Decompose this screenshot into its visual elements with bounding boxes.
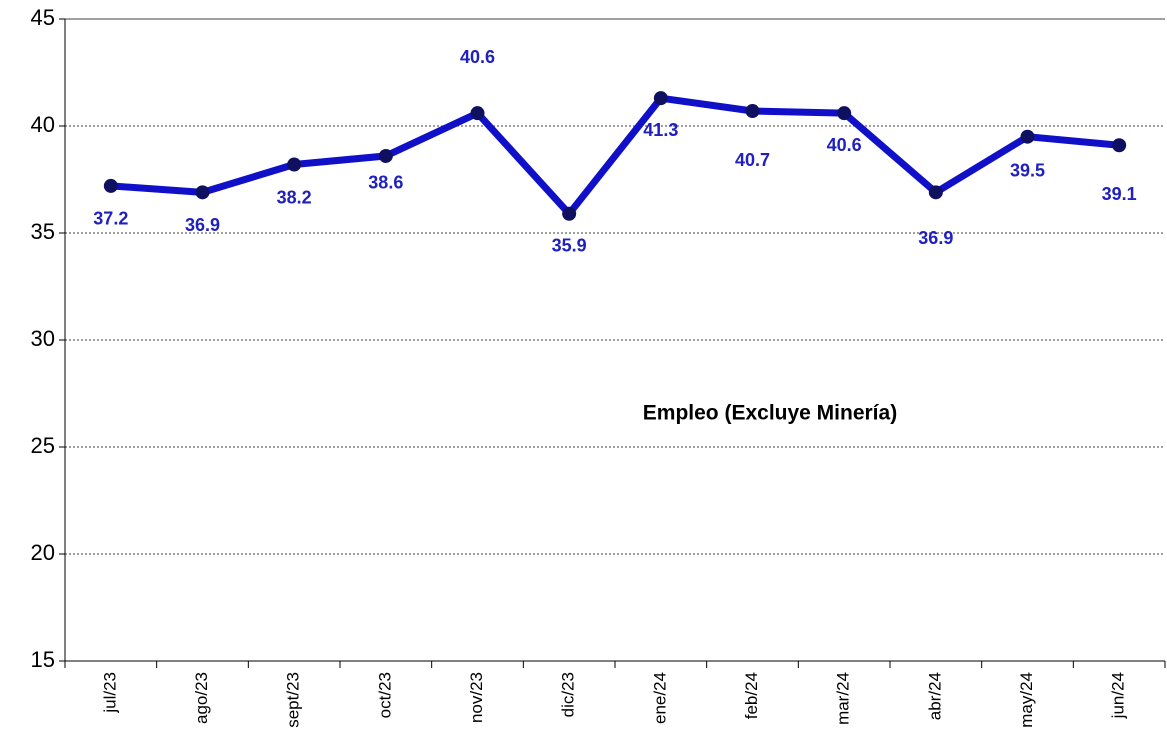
data-label: 35.9 xyxy=(552,235,587,255)
data-label: 36.9 xyxy=(185,215,220,235)
y-tick-label: 25 xyxy=(31,433,55,458)
point xyxy=(470,106,485,121)
data-label: 39.5 xyxy=(1010,160,1045,180)
x-tick-label: feb/24 xyxy=(742,672,761,719)
y-tick-label: 45 xyxy=(31,5,55,30)
y-tick-label: 35 xyxy=(31,219,55,244)
data-label: 40.7 xyxy=(735,150,770,170)
line xyxy=(110,94,1120,218)
x-tick-label: dic/23 xyxy=(559,672,578,717)
point xyxy=(1020,129,1035,144)
point xyxy=(378,148,393,163)
x-tick-label: mar/24 xyxy=(834,672,853,725)
y-tick-label: 20 xyxy=(31,540,55,565)
data-label: 40.6 xyxy=(460,47,495,67)
data-label: 37.2 xyxy=(93,209,128,229)
y-tick-label: 30 xyxy=(31,326,55,351)
point xyxy=(103,178,118,193)
y-tick-label: 40 xyxy=(31,112,55,137)
point xyxy=(287,157,302,172)
data-label: 40.6 xyxy=(827,135,862,155)
point xyxy=(195,185,210,200)
point xyxy=(837,106,852,121)
data-label: 39.1 xyxy=(1102,184,1137,204)
x-tick-label: abr/24 xyxy=(925,672,944,720)
point xyxy=(928,185,943,200)
x-tick-label: nov/23 xyxy=(467,672,486,723)
data-label: 38.2 xyxy=(277,187,312,207)
x-tick-label: oct/23 xyxy=(375,672,394,718)
x-tick-label: jun/24 xyxy=(1109,672,1128,719)
point xyxy=(1112,138,1127,153)
point xyxy=(562,206,577,221)
data-label: 36.9 xyxy=(918,228,953,248)
data-label: 38.6 xyxy=(368,173,403,193)
x-tick-label: jul/23 xyxy=(100,672,119,714)
x-tick-label: ago/23 xyxy=(192,672,211,724)
x-tick-label: may/24 xyxy=(1017,672,1036,728)
y-tick-label: 15 xyxy=(31,647,55,672)
annotation: Empleo (Excluye Minería) xyxy=(643,402,897,425)
x-tick-label: sept/23 xyxy=(284,672,303,728)
x-tick-label: ene/24 xyxy=(650,672,669,724)
data-label: 41.3 xyxy=(643,120,678,140)
point xyxy=(745,104,760,119)
point xyxy=(653,91,668,106)
